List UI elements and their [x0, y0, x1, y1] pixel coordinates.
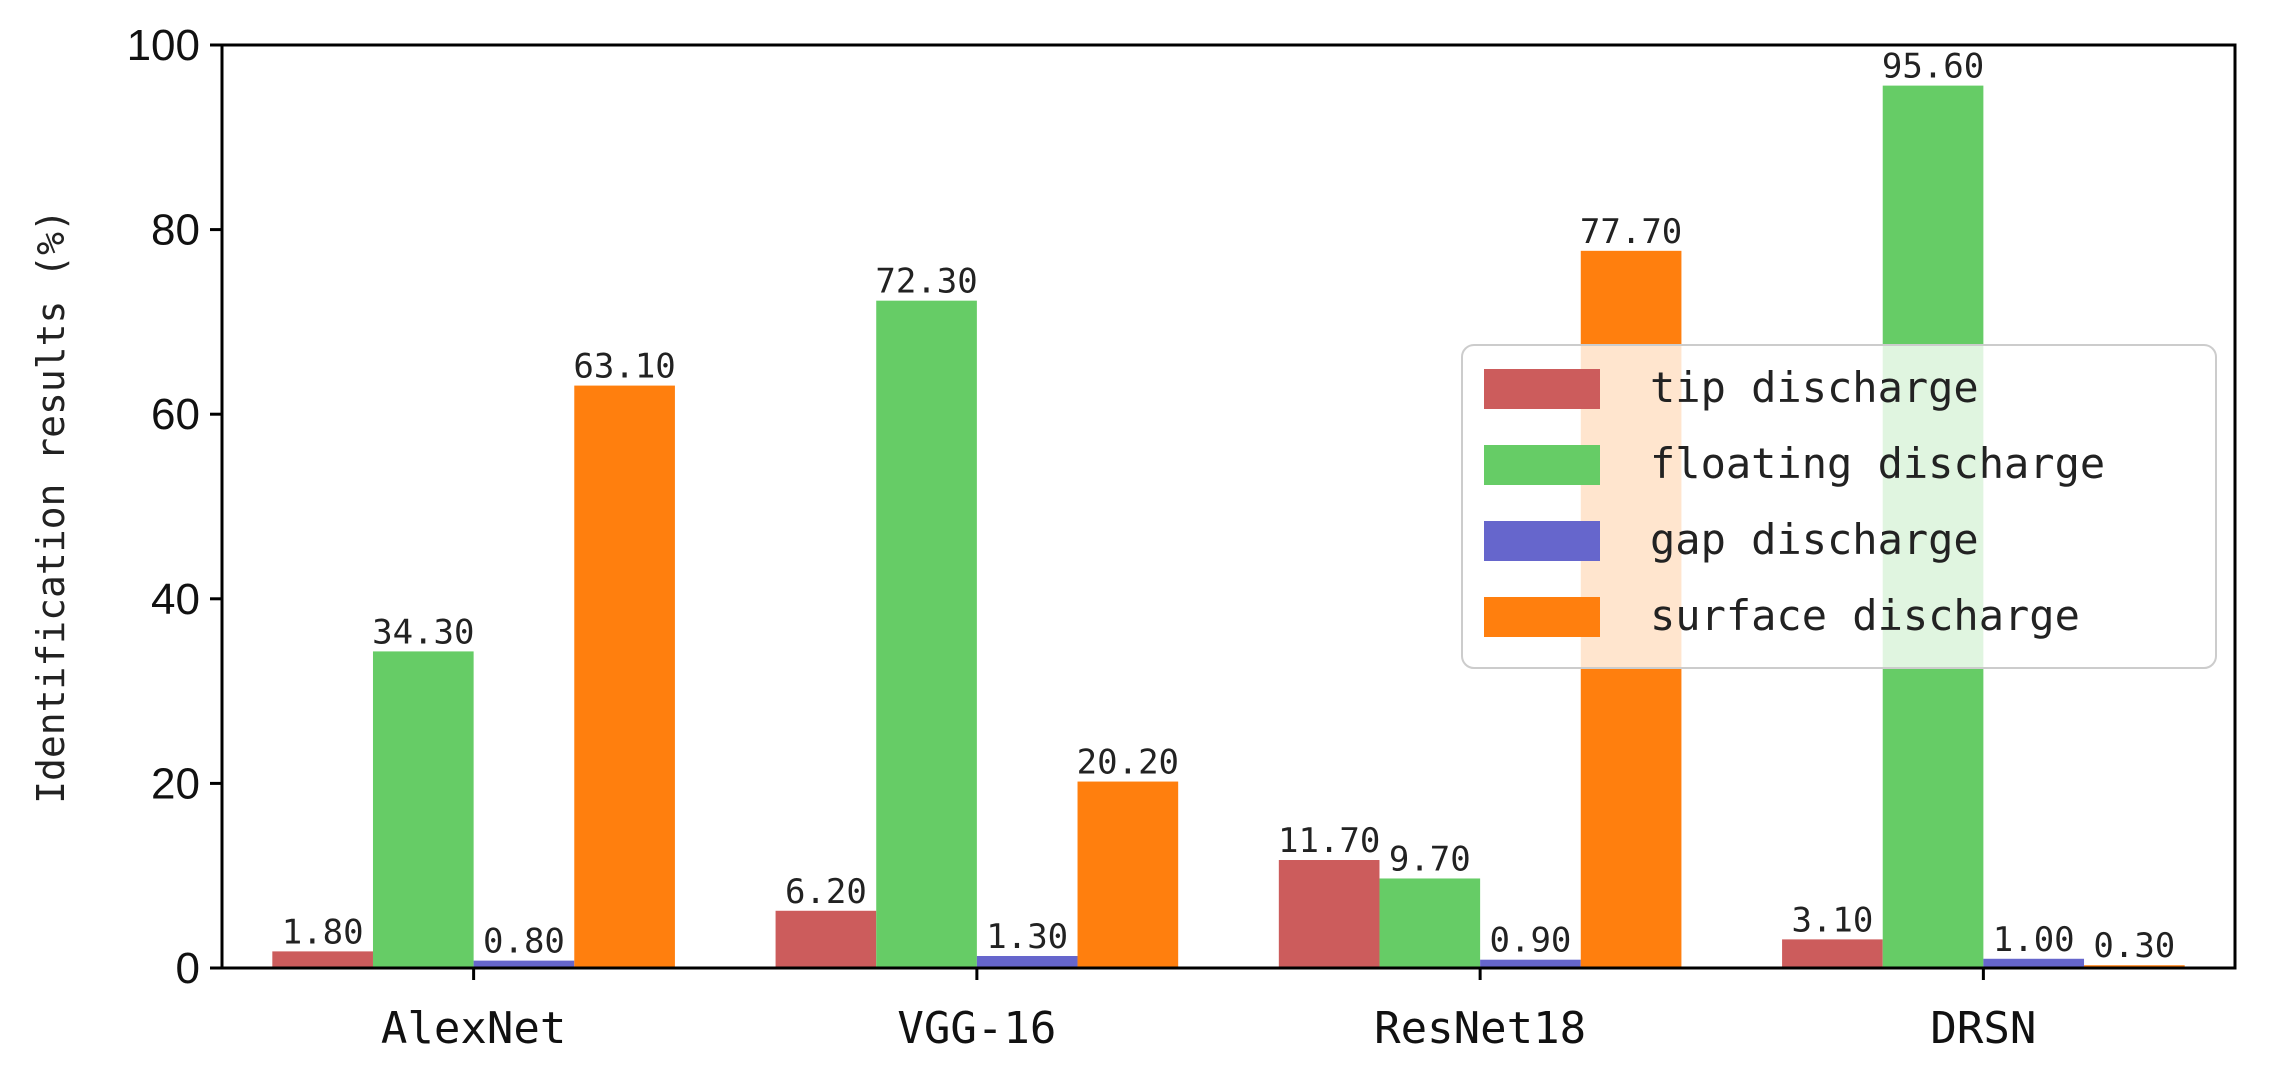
x-tick-label: ResNet18 [1374, 1003, 1586, 1054]
bar-gap-discharge-drsn [1983, 958, 2085, 968]
x-tick-label: DRSN [1930, 1003, 2036, 1054]
y-tick-label: 80 [151, 206, 200, 255]
data-label: 11.70 [1278, 821, 1380, 861]
legend-swatch [1484, 445, 1600, 485]
bar-floating-discharge-alexnet [372, 651, 474, 968]
data-labels-group: 1.80 6.20 11.70 3.10 34.30 72.30 9.70 95.60 0.80… [282, 47, 2176, 967]
data-label: 1.30 [986, 917, 1068, 957]
x-tick-label: VGG-16 [897, 1003, 1056, 1054]
bar-surface-discharge-alexnet [574, 385, 675, 968]
data-label: 0.90 [1490, 921, 1572, 961]
bar-surface-discharge-vgg-16 [1077, 781, 1179, 968]
bar-gap-discharge-resnet18 [1480, 959, 1581, 968]
data-label: 1.80 [282, 912, 364, 952]
x-axis: AlexNet VGG-16 ResNet18 DRSN [381, 968, 2036, 1054]
bar-floating-discharge-vgg-16 [876, 300, 977, 968]
data-label: 1.00 [1993, 920, 2075, 960]
bar-tip-discharge-vgg-16 [775, 910, 877, 968]
data-label: 0.80 [483, 922, 565, 962]
legend-label: surface discharge [1650, 591, 2080, 640]
bar-tip-discharge-resnet18 [1278, 860, 1380, 968]
data-label: 20.20 [1077, 743, 1179, 783]
plot-frame [220, 43, 2237, 970]
data-label: 34.30 [372, 612, 474, 652]
bar-tip-discharge-drsn [1782, 939, 1883, 968]
data-label: 63.10 [573, 347, 675, 387]
bar-gap-discharge-alexnet [473, 960, 575, 968]
y-tick-label: 100 [127, 21, 200, 70]
data-label: 95.60 [1882, 47, 1984, 87]
data-label: 72.30 [875, 262, 977, 302]
legend-swatch [1484, 521, 1600, 561]
y-tick-label: 60 [151, 390, 200, 439]
x-tick-label: AlexNet [381, 1003, 566, 1054]
y-axis-label: Identification results (%) [29, 209, 73, 804]
legend-swatch [1484, 597, 1600, 637]
bar-floating-discharge-resnet18 [1379, 878, 1481, 968]
data-label: 3.10 [1791, 900, 1873, 940]
y-axis: 0 20 40 60 80 100 [127, 21, 222, 993]
data-label: 9.70 [1389, 839, 1471, 879]
legend-box [1461, 344, 2217, 669]
data-label: 6.20 [785, 872, 867, 912]
bar-tip-discharge-alexnet [272, 951, 373, 968]
data-label: 77.70 [1580, 212, 1682, 252]
y-tick-label: 40 [151, 575, 200, 624]
legend-swatch [1484, 369, 1600, 409]
legend: tip discharge floating discharge gap disch… [1461, 344, 2217, 669]
bar-gap-discharge-vgg-16 [976, 956, 1078, 968]
legend-label: floating discharge [1650, 439, 2105, 488]
legend-label: tip discharge [1650, 363, 1979, 412]
data-label: 0.30 [2093, 926, 2175, 966]
y-tick-label: 20 [151, 759, 200, 808]
y-tick-label: 0 [176, 944, 200, 993]
legend-label: gap discharge [1650, 515, 1979, 564]
